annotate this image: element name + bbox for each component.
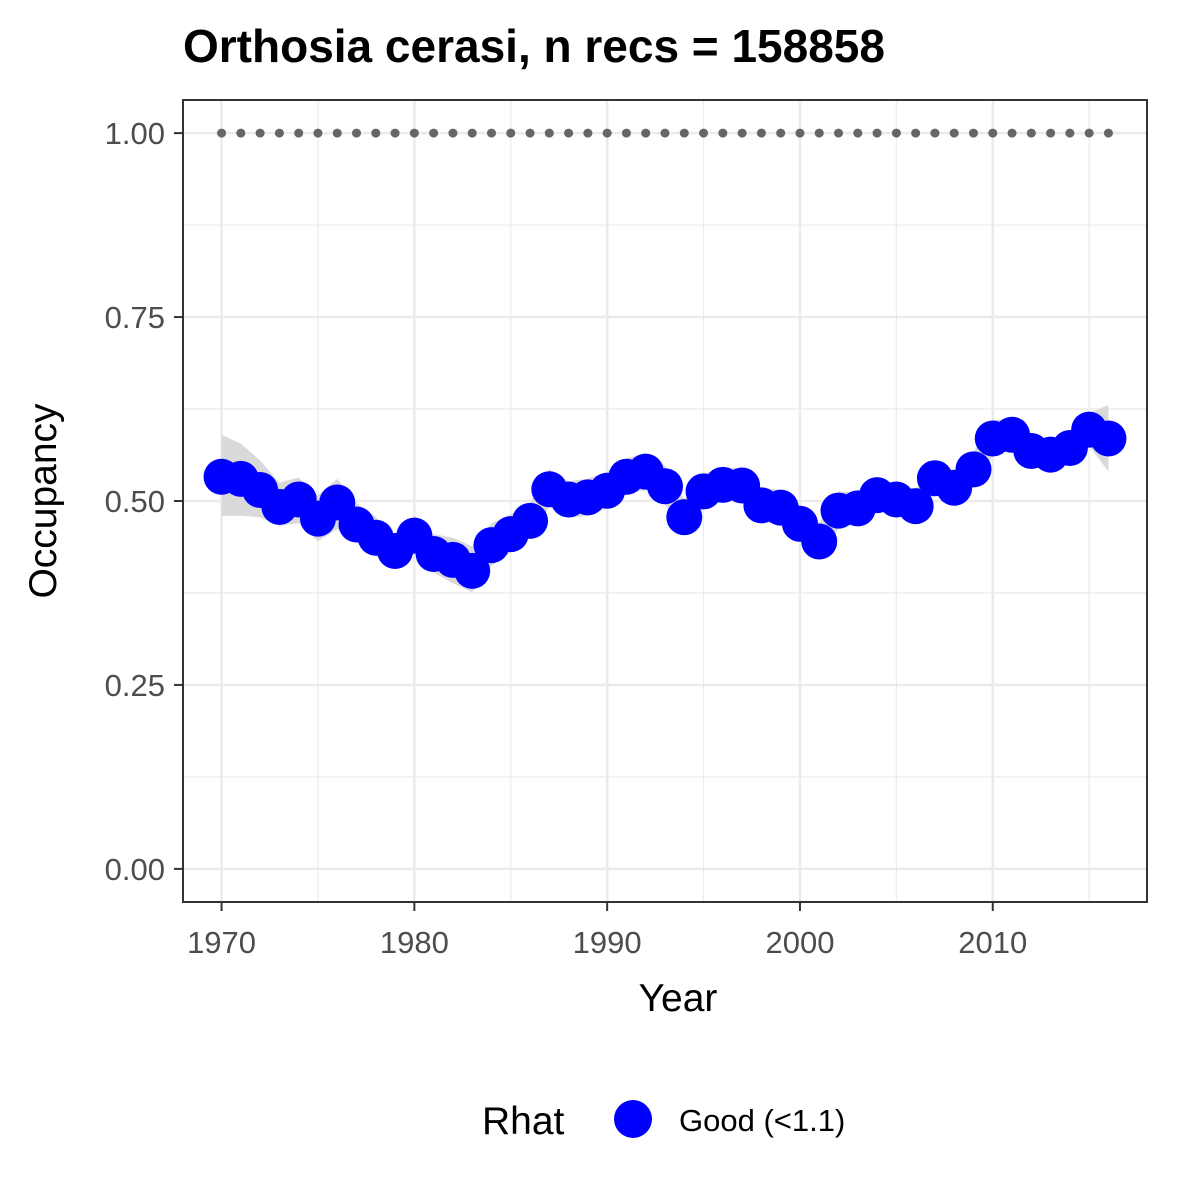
reference-point	[834, 128, 844, 138]
reference-point	[930, 128, 940, 138]
reference-point	[1026, 128, 1036, 138]
reference-point	[371, 128, 381, 138]
legend-label-good: Good (<1.1)	[679, 1103, 845, 1138]
x-tick-label: 1970	[187, 925, 256, 960]
reference-point	[1046, 128, 1056, 138]
reference-point	[429, 128, 439, 138]
occupancy-points-layer	[203, 411, 1127, 589]
reference-point	[737, 128, 747, 138]
reference-point	[949, 128, 959, 138]
reference-point	[409, 128, 419, 138]
reference-point	[313, 128, 323, 138]
reference-point	[641, 128, 651, 138]
reference-point	[448, 128, 458, 138]
axes: 1970 1980 1990 2000 2010 0.00 0.25 0.50 0.75 1.00	[105, 116, 1028, 960]
chart-title: Orthosia cerasi, n recs = 158858	[183, 20, 885, 72]
reference-point	[525, 128, 535, 138]
occupancy-point	[897, 488, 934, 525]
reference-point	[891, 128, 901, 138]
occupancy-point	[647, 468, 683, 505]
reference-point	[390, 128, 400, 138]
reference-point	[795, 128, 805, 138]
reference-point	[1065, 128, 1075, 138]
occupancy-point	[512, 502, 549, 539]
reference-point	[564, 128, 574, 138]
reference-point	[621, 128, 631, 138]
reference-point	[718, 128, 728, 138]
reference-point	[352, 128, 362, 138]
reference-point	[544, 128, 554, 138]
y-tick-label: 0.50	[105, 484, 165, 519]
reference-point	[660, 128, 670, 138]
x-tick-label: 2010	[958, 925, 1027, 960]
reference-point	[486, 128, 496, 138]
occupancy-point	[1090, 420, 1127, 457]
legend-key-good	[614, 1100, 652, 1138]
reference-point	[602, 128, 612, 138]
occupancy-point	[955, 451, 992, 488]
x-tick-label: 1990	[573, 925, 642, 960]
reference-point	[294, 128, 304, 138]
reference-point	[583, 128, 593, 138]
reference-point	[911, 128, 921, 138]
legend: Rhat Good (<1.1)	[482, 1100, 845, 1143]
x-axis-title: Year	[639, 977, 718, 1020]
reference-point	[814, 128, 824, 138]
reference-point	[1103, 128, 1113, 138]
reference-points-layer	[217, 128, 1113, 138]
reference-point	[467, 128, 477, 138]
reference-point	[968, 128, 978, 138]
reference-point	[699, 128, 709, 138]
y-tick-label: 0.75	[105, 300, 165, 335]
reference-point	[776, 128, 786, 138]
reference-point	[853, 128, 863, 138]
reference-point	[217, 128, 227, 138]
y-tick-label: 0.25	[105, 668, 165, 703]
reference-point	[255, 128, 265, 138]
reference-point	[679, 128, 689, 138]
x-tick-label: 1980	[380, 925, 449, 960]
reference-point	[756, 128, 766, 138]
y-axis-title: Occupancy	[22, 403, 65, 599]
x-tick-label: 2000	[765, 925, 834, 960]
reference-point	[1084, 128, 1094, 138]
occupancy-point	[801, 523, 838, 560]
reference-point	[274, 128, 284, 138]
y-tick-label: 1.00	[105, 116, 165, 151]
legend-title: Rhat	[482, 1100, 565, 1143]
reference-point	[506, 128, 516, 138]
reference-point	[872, 128, 882, 138]
reference-point	[332, 128, 342, 138]
reference-point	[236, 128, 246, 138]
y-tick-label: 0.00	[105, 852, 165, 887]
reference-point	[988, 128, 998, 138]
occupancy-point	[666, 499, 703, 536]
occupancy-point	[454, 552, 491, 589]
reference-point	[1007, 128, 1017, 138]
